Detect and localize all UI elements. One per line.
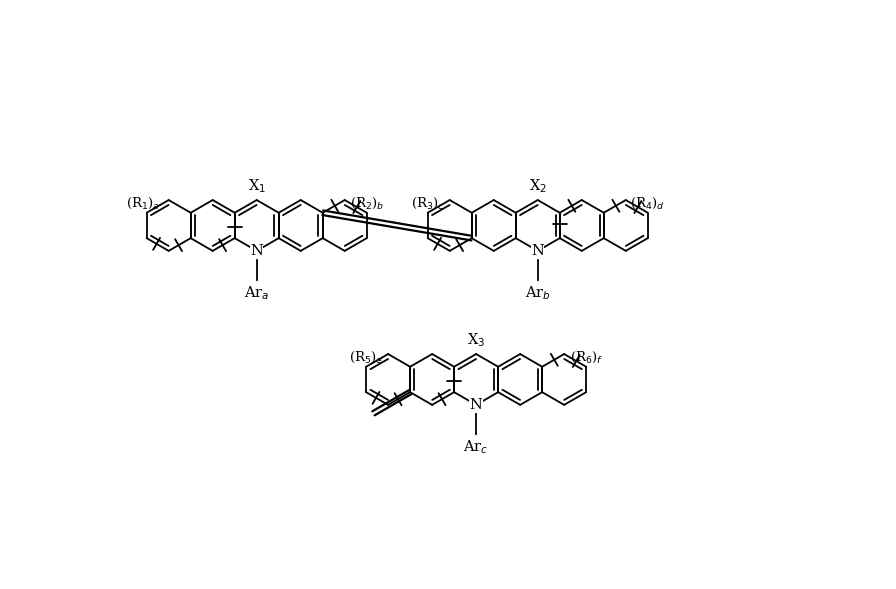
Text: N: N [250,244,263,258]
Text: (R$_3$)$_c$: (R$_3$)$_c$ [411,196,444,211]
Text: (R$_5$)$_e$: (R$_5$)$_e$ [349,350,383,365]
Text: Ar$_b$: Ar$_b$ [525,284,551,302]
Text: N: N [470,398,483,412]
Text: Ar$_c$: Ar$_c$ [463,438,489,456]
Text: (R$_1$)$_a$: (R$_1$)$_a$ [125,196,159,211]
Text: X$_3$: X$_3$ [467,332,486,349]
Text: (R$_6$)$_f$: (R$_6$)$_f$ [570,350,603,365]
Text: (R$_4$)$_d$: (R$_4$)$_d$ [631,196,665,211]
Text: X$_1$: X$_1$ [247,178,266,196]
Text: X$_2$: X$_2$ [529,178,547,196]
Text: (R$_2$)$_b$: (R$_2$)$_b$ [349,196,383,211]
Text: Ar$_a$: Ar$_a$ [244,284,270,302]
Text: N: N [531,244,544,258]
